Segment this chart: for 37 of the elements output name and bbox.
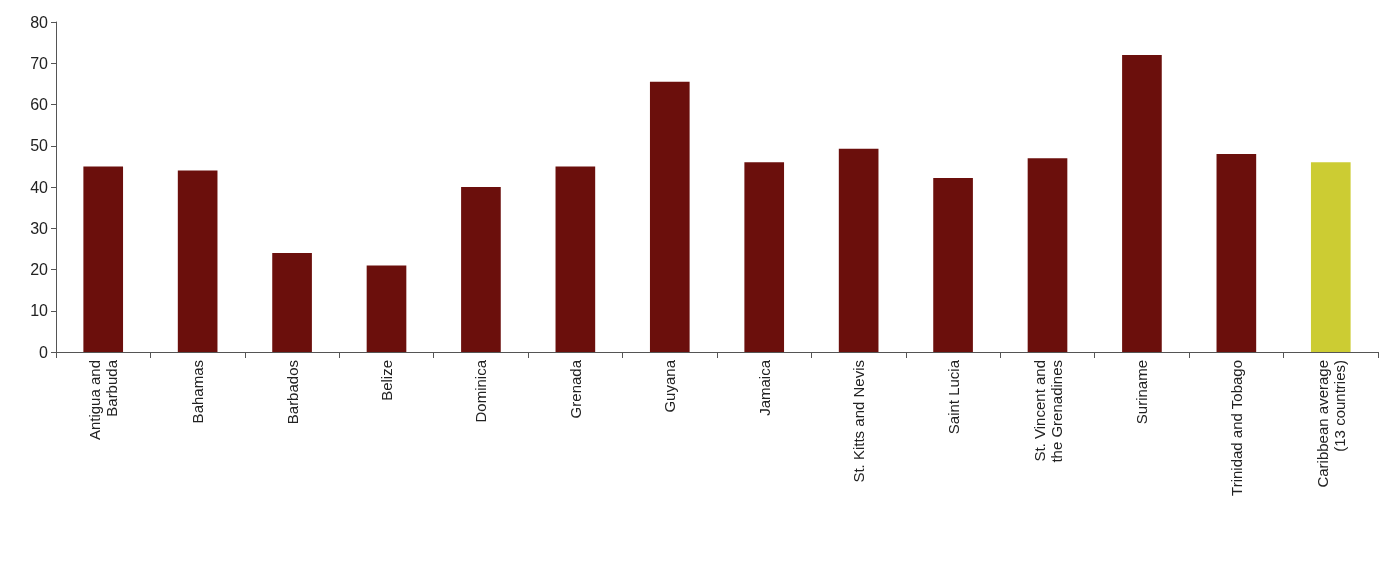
x-tick-label: Suriname bbox=[1133, 360, 1151, 425]
x-tick-label: Barbados bbox=[283, 360, 301, 425]
bar bbox=[933, 177, 973, 352]
y-tick-label: 40 bbox=[30, 178, 49, 196]
bar bbox=[1216, 154, 1257, 352]
x-tick-label: Grenada bbox=[566, 359, 584, 419]
bar bbox=[272, 253, 312, 352]
y-tick-label: 70 bbox=[30, 54, 49, 72]
y-tick-label: 50 bbox=[30, 137, 49, 155]
bar bbox=[1122, 55, 1162, 352]
y-tick-label: 60 bbox=[30, 96, 49, 113]
bar bbox=[461, 187, 501, 352]
x-tick-label: St. Vincent and the Grenadines bbox=[1030, 360, 1065, 463]
x-tick-label: Jamaica bbox=[755, 359, 773, 416]
bar bbox=[649, 81, 690, 352]
bar bbox=[83, 166, 124, 352]
y-tick-label: 10 bbox=[30, 302, 49, 320]
bar bbox=[1027, 158, 1068, 352]
x-tick-label: Saint Lucia bbox=[944, 359, 962, 435]
bar bbox=[555, 166, 596, 352]
x-tick-label: Belize bbox=[378, 360, 395, 401]
bar bbox=[838, 148, 879, 352]
y-tick-label: 30 bbox=[30, 219, 49, 237]
x-tick-label: Caribbean average (13 countries) bbox=[1313, 360, 1348, 488]
x-tick-label: Trinidad and Tobago bbox=[1227, 360, 1245, 496]
y-tick-label: 80 bbox=[30, 13, 49, 31]
y-tick-label: 20 bbox=[30, 261, 49, 278]
x-tick-label: St. Kitts and Nevis bbox=[850, 360, 868, 483]
bar bbox=[1310, 162, 1351, 352]
bar bbox=[366, 265, 407, 352]
y-tick-label: 0 bbox=[39, 343, 49, 361]
x-tick-label: Guyana bbox=[661, 359, 679, 413]
bar bbox=[177, 170, 218, 352]
bar bbox=[744, 162, 785, 352]
x-tick-label: Dominica bbox=[472, 359, 490, 423]
x-tick-label: Bahamas bbox=[189, 360, 207, 424]
x-tick-label: Antigua and Barbuda bbox=[86, 359, 121, 441]
